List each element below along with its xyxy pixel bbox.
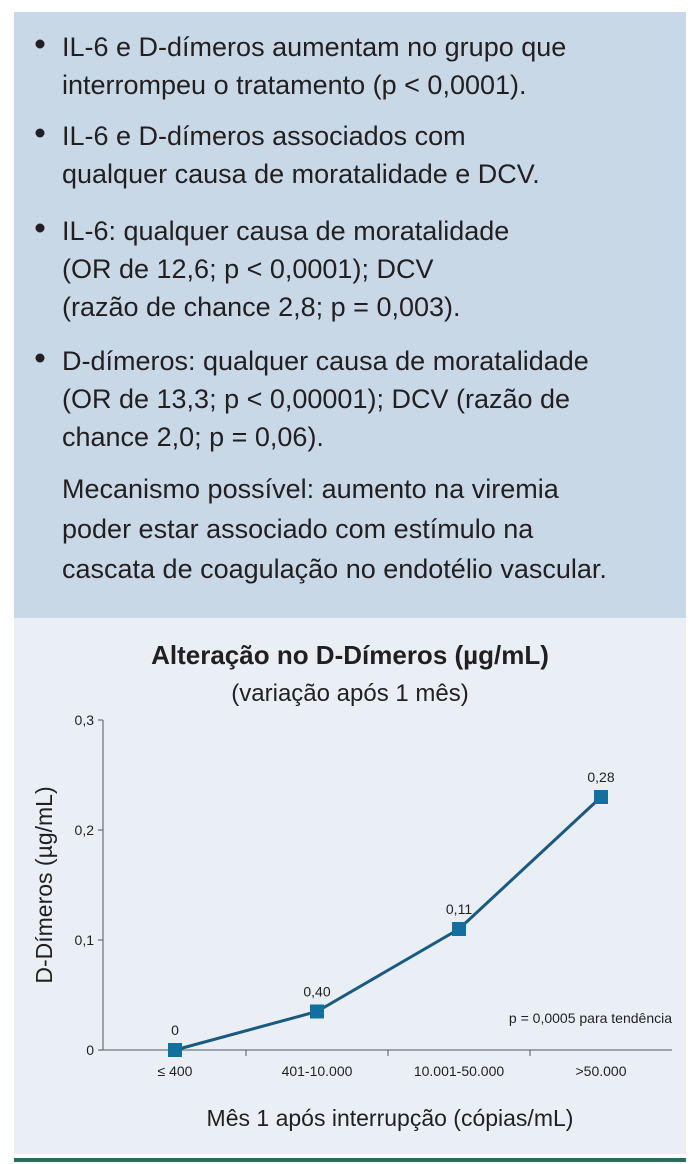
data-line (174, 795, 603, 1052)
bullet-text: D-dímeros: qualquer causa de moratalidad… (62, 346, 589, 376)
bullet-text: (razão de chance 2,8; p = 0,003). (62, 292, 461, 322)
point-label: 0,40 (303, 984, 330, 1000)
note-text: Mecanismo possível: aumento na viremia (62, 474, 560, 504)
bullet-text: IL-6: qualquer causa de moratalidade (62, 216, 509, 246)
point-label: 0,28 (587, 769, 614, 785)
bullet-dot (35, 128, 45, 138)
bullet-text: IL-6 e D-dímeros aumentam no grupo que (62, 32, 566, 62)
point-label: 0,11 (446, 901, 472, 917)
bullet-text: (OR de 13,3; p < 0,00001); DCV (razão de (62, 384, 570, 414)
data-point (452, 922, 466, 936)
bullet-text: IL-6 e D-dímeros associados com (62, 121, 466, 151)
chart-title: Alteração no D-Dímeros (µg/mL) (151, 640, 549, 670)
note-text: cascata de coagulação no endotélio vascu… (62, 554, 607, 584)
bullet-text: (OR de 12,6; p < 0,0001); DCV (62, 254, 433, 284)
annotation: p = 0,0005 para tendência (509, 1010, 672, 1026)
chart-panel (14, 618, 686, 1154)
note-text: poder estar associado com estímulo na (62, 514, 534, 544)
x-tick-label: 401-10.000 (282, 1063, 353, 1079)
y-tick-label: 0,2 (75, 822, 95, 838)
bullet-text: chance 2,0; p = 0,06). (62, 422, 324, 452)
y-tick-label: 0 (86, 1042, 94, 1058)
point-label: 0 (171, 1022, 179, 1038)
bottom-rule (14, 1158, 686, 1162)
bullet-dot (35, 39, 45, 49)
x-axis-label: Mês 1 após interrupção (cópias/mL) (207, 1105, 574, 1131)
chart-subtitle: (variação após 1 mês) (231, 680, 468, 707)
bullet-text: interrompeu o tratamento (p < 0,0001). (62, 70, 527, 100)
data-point (310, 1004, 324, 1019)
data-point (168, 1043, 182, 1057)
y-tick-label: 0,1 (75, 932, 95, 948)
text-panel (14, 12, 686, 618)
x-tick-label: ≤ 400 (158, 1063, 193, 1079)
y-tick-label: 0,3 (75, 712, 95, 728)
x-tick-label: 10.001-50.000 (414, 1063, 505, 1079)
bullet-text: qualquer causa de moratalidade e DCV. (62, 159, 540, 189)
data-point (594, 790, 608, 804)
x-tick-label: >50.000 (576, 1063, 627, 1079)
y-axis-label: D-Dímeros (µg/mL) (31, 786, 57, 983)
bullet-dot (35, 223, 45, 233)
bullet-dot (35, 353, 45, 363)
